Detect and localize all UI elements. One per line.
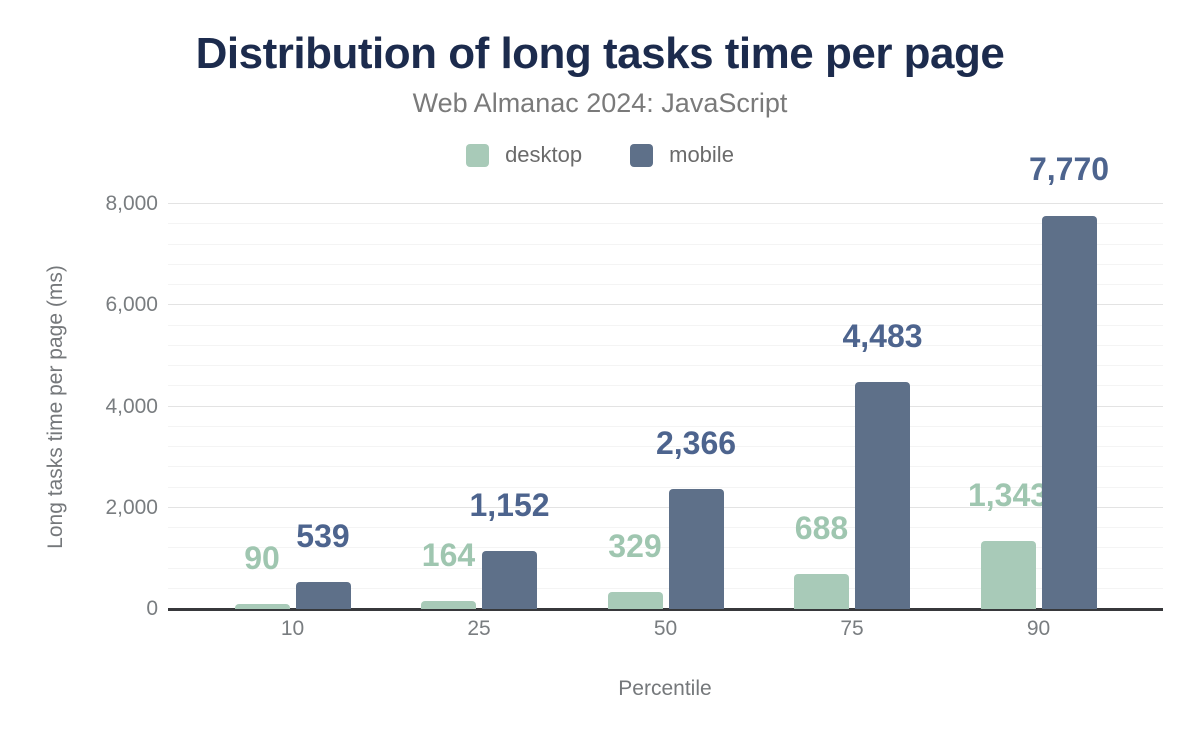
data-label-mobile-p75: 4,483 [842,317,923,354]
x-tick-label: 50 [653,617,678,640]
minor-gridline [168,365,1163,366]
data-label-desktop-p75: 688 [794,509,849,546]
minor-gridline [168,223,1163,225]
minor-gridline [168,324,1163,326]
data-label-desktop-p50: 329 [608,528,662,565]
bar-mobile-p50[interactable] [668,489,724,609]
major-gridline [168,304,1163,306]
x-axis-title: Percentile [618,677,712,700]
minor-gridline [168,587,1163,589]
legend-label-mobile: mobile [669,142,734,167]
minor-gridline [168,263,1163,265]
minor-gridline [168,547,1163,549]
legend: desktop mobile [0,140,1200,170]
data-label-mobile-p50: 2,366 [655,425,737,462]
bar-desktop-p25[interactable] [421,600,476,609]
legend-swatch-desktop-icon [466,143,490,167]
x-tick-label: 90 [1026,617,1051,640]
bar-mobile-p25[interactable] [482,550,537,609]
legend-swatch-mobile-icon [630,143,654,167]
y-tick-label: 0 [146,597,158,620]
legend-item-desktop[interactable]: desktop [466,142,583,167]
data-label-mobile-p25: 1,152 [469,486,550,523]
x-tick-label: 10 [280,617,305,640]
minor-gridline [168,425,1163,427]
minor-gridline [168,527,1163,528]
major-gridline [168,405,1163,407]
y-tick-label: 8,000 [105,192,158,215]
major-gridline [168,203,1163,204]
chart-title: Distribution of long tasks time per page [195,29,1005,78]
minor-gridline [168,466,1163,468]
x-tick-label: 25 [467,617,491,640]
minor-gridline [168,344,1163,346]
legend-label-desktop: desktop [505,142,583,167]
y-tick-label: 2,000 [105,495,158,519]
bar-desktop-p75[interactable] [794,574,849,609]
bar-desktop-p10[interactable] [234,604,290,609]
legend-item-mobile[interactable]: mobile [630,142,734,167]
chart-subtitle: Web Almanac 2024: JavaScript [412,88,788,118]
minor-gridline [168,385,1163,387]
data-label-desktop-p25: 164 [421,536,476,573]
minor-gridline [168,567,1163,569]
data-label-desktop-p10: 90 [244,540,280,577]
data-label-desktop-p90: 1,343 [967,476,1049,513]
y-tick-label: 4,000 [105,394,158,418]
data-label-mobile-p10: 539 [296,517,350,554]
bar-mobile-p10[interactable] [295,581,351,609]
y-tick-label: 6,000 [105,293,158,317]
plot-area [168,203,1163,611]
x-tick-label: 75 [840,617,864,640]
bar-mobile-p90[interactable] [1041,215,1097,609]
minor-gridline [168,486,1163,488]
minor-gridline [168,446,1163,447]
data-label-mobile-p90: 7,770 [1028,151,1110,188]
minor-gridline [168,284,1163,285]
bar-mobile-p75[interactable] [855,382,910,609]
x-axis-line [168,608,1163,611]
minor-gridline [168,243,1163,245]
major-gridline [168,506,1163,508]
bar-desktop-p50[interactable] [607,592,663,609]
bar-desktop-p90[interactable] [980,541,1036,609]
